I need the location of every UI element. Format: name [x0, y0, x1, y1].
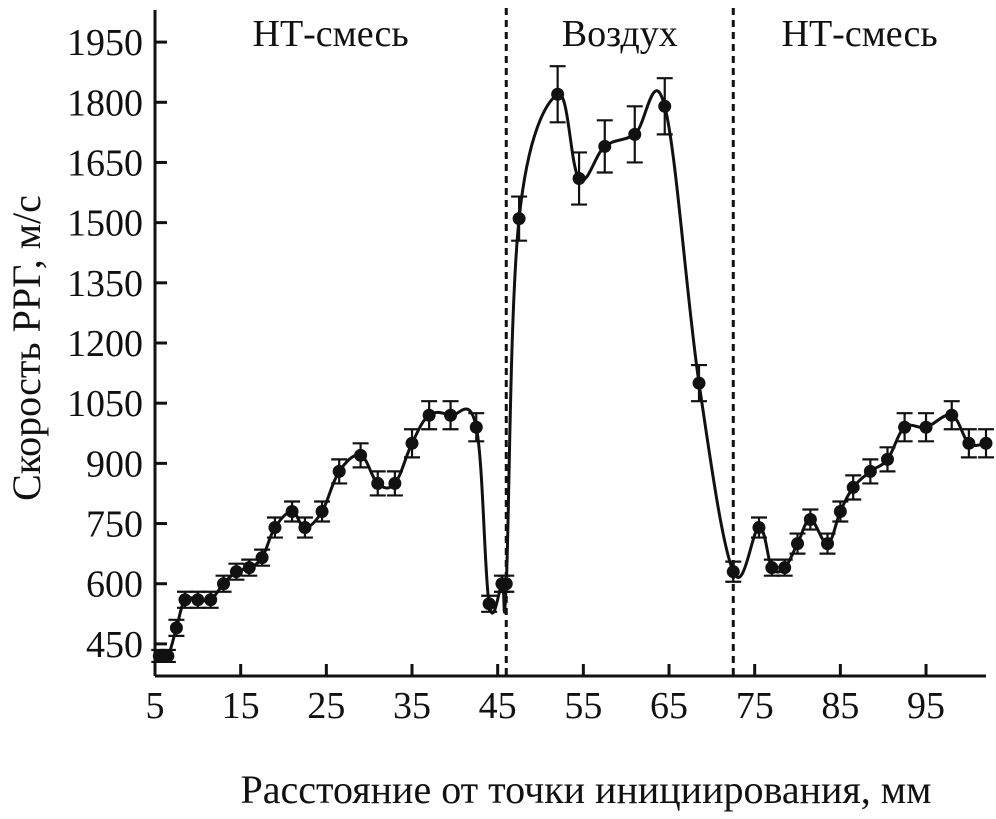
data-point [178, 593, 192, 607]
region-label: НТ-смесь [253, 13, 409, 55]
x-tick-label: 55 [564, 685, 602, 727]
data-point [354, 448, 368, 462]
y-tick-label: 750 [86, 504, 143, 546]
x-tick-label: 75 [736, 685, 774, 727]
y-tick-label: 1200 [67, 323, 143, 365]
data-point [658, 99, 672, 113]
data-point [833, 505, 847, 519]
series-line [157, 89, 988, 660]
data-point [229, 565, 243, 579]
y-tick-label: 1800 [67, 82, 143, 124]
data-point [512, 212, 526, 226]
y-tick-label: 600 [86, 564, 143, 606]
data-point [726, 565, 740, 579]
y-tick-label: 450 [86, 624, 143, 666]
data-point [482, 597, 496, 611]
y-tick-label: 900 [86, 443, 143, 485]
x-tick-label: 45 [479, 685, 517, 727]
data-point [803, 513, 817, 527]
x-tick-label: 25 [307, 685, 345, 727]
data-point [945, 408, 959, 422]
data-point [191, 593, 205, 607]
region-label: Воздух [562, 13, 678, 55]
data-point [919, 420, 933, 434]
data-point [598, 139, 612, 153]
y-tick-label: 1500 [67, 203, 143, 245]
data-point [161, 649, 175, 663]
data-point [752, 521, 766, 535]
data-point [898, 420, 912, 434]
data-point [821, 537, 835, 551]
data-layer [151, 65, 994, 664]
x-tick-label: 95 [907, 685, 945, 727]
y-tick-label: 1950 [67, 22, 143, 64]
y-tick-label: 1050 [67, 383, 143, 425]
data-point [551, 87, 565, 101]
data-point [444, 408, 458, 422]
data-point [298, 521, 312, 535]
data-point [979, 436, 993, 450]
data-point [791, 537, 805, 551]
data-point [846, 480, 860, 494]
data-point [765, 561, 779, 575]
data-point [204, 593, 218, 607]
data-point [962, 436, 976, 450]
region-layer: НТ-смесь Воздух НТ-смесь [253, 8, 938, 676]
x-tick-label: 15 [222, 685, 260, 727]
data-point [285, 505, 299, 519]
data-point [880, 452, 894, 466]
axes-layer: 450 600 750 900 1050 1200 1350 1500 1650 1800 1950… [67, 10, 986, 727]
data-point [169, 621, 183, 635]
data-point [388, 476, 402, 490]
data-point [572, 172, 586, 186]
x-tick-label: 5 [146, 685, 165, 727]
x-axis-title: Расстояние от точки инициирования, мм [241, 767, 932, 812]
data-point [332, 464, 346, 478]
region-label: НТ-смесь [782, 13, 938, 55]
data-point [217, 577, 231, 591]
data-point [469, 420, 483, 434]
x-tick-label: 35 [393, 685, 431, 727]
data-point [242, 561, 256, 575]
data-point [405, 436, 419, 450]
x-tick-label: 85 [821, 685, 859, 727]
data-point [778, 561, 792, 575]
data-point [315, 505, 329, 519]
y-axis-title: Скорость РРГ, м/с [4, 195, 49, 501]
data-point [268, 521, 282, 535]
data-point [255, 551, 269, 565]
y-tick-label: 1650 [67, 142, 143, 184]
y-tick-label: 1350 [67, 263, 143, 305]
data-point [422, 408, 436, 422]
data-point [499, 577, 513, 591]
data-point [863, 464, 877, 478]
data-point [371, 476, 385, 490]
x-tick-label: 65 [650, 685, 688, 727]
data-point [692, 376, 706, 390]
data-point [628, 127, 642, 141]
